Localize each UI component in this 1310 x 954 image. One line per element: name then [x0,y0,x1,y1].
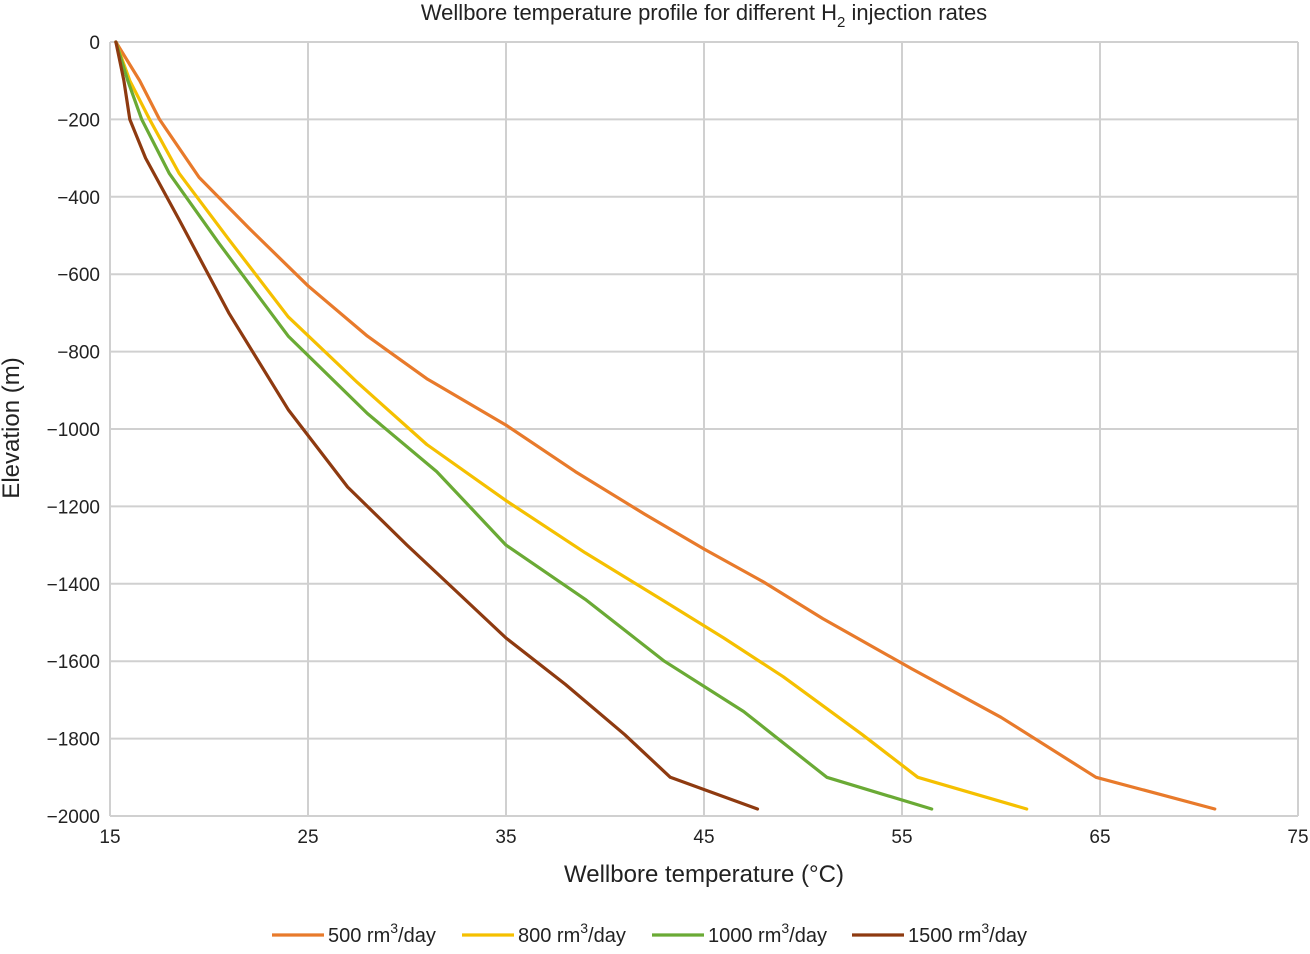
x-tick-label: 35 [495,827,516,848]
y-tick-label: −200 [57,110,100,131]
y-tick-label: −800 [57,343,100,364]
y-tick-label: −1200 [47,497,100,518]
series-line-1 [114,40,1217,811]
x-tick-label: 45 [693,827,714,848]
legend-label-unit: /day [588,925,626,947]
legend-label-superscript: 3 [580,920,588,936]
x-axis-title: Wellbore temperature (°C) [564,861,844,888]
chart-title-main: Wellbore temperature profile for differe… [421,0,837,25]
legend-label-superscript: 3 [390,920,398,936]
y-tick-label: −400 [57,188,100,209]
y-tick-label: −1000 [47,420,100,441]
series-line-4 [114,40,760,811]
series-line-3 [114,40,934,811]
x-tick-label: 75 [1287,827,1308,848]
legend-label: 1000 rm3/day [708,920,827,947]
x-tick-label: 55 [891,827,912,848]
y-tick-label: −1400 [47,575,100,596]
legend-label-unit: /day [989,925,1027,947]
legend-label: 500 rm3/day [328,920,436,947]
legend-label-superscript: 3 [981,920,989,936]
legend-label-unit: /day [789,925,827,947]
legend-label-text: 1500 rm [908,925,981,947]
x-axis-ticks: 15 25 35 45 55 65 75 [99,827,1308,848]
legend-label-text: 800 rm [518,925,580,947]
y-axis-title: Elevation (m) [0,357,25,498]
grid [109,41,1299,817]
chart-title-subscript: 2 [837,14,845,31]
legend: 500 rm3/day 800 rm3/day 1000 rm3/day 1500 r… [272,920,1027,947]
legend-label: 1500 rm3/day [908,920,1027,947]
series-line-2 [114,40,1029,811]
y-axis-ticks: 0 −200 −400 −600 −800 −1000 −1200 −1400 −1600 −18… [47,33,100,828]
y-tick-label: 0 [89,33,100,54]
legend-label-superscript: 3 [781,920,789,936]
x-tick-label: 25 [297,827,318,848]
x-tick-label: 65 [1089,827,1110,848]
x-tick-label: 15 [99,827,120,848]
series-lines [114,40,1217,811]
legend-label-text: 500 rm [328,925,390,947]
chart-title-rest: injection rates [845,0,987,25]
y-tick-label: −1600 [47,652,100,673]
legend-label: 800 rm3/day [518,920,626,947]
chart-title: Wellbore temperature profile for differe… [421,0,987,31]
y-tick-label: −600 [57,265,100,286]
y-tick-label: −2000 [47,807,100,828]
legend-label-text: 1000 rm [708,925,781,947]
y-tick-label: −1800 [47,730,100,751]
legend-label-unit: /day [398,925,436,947]
